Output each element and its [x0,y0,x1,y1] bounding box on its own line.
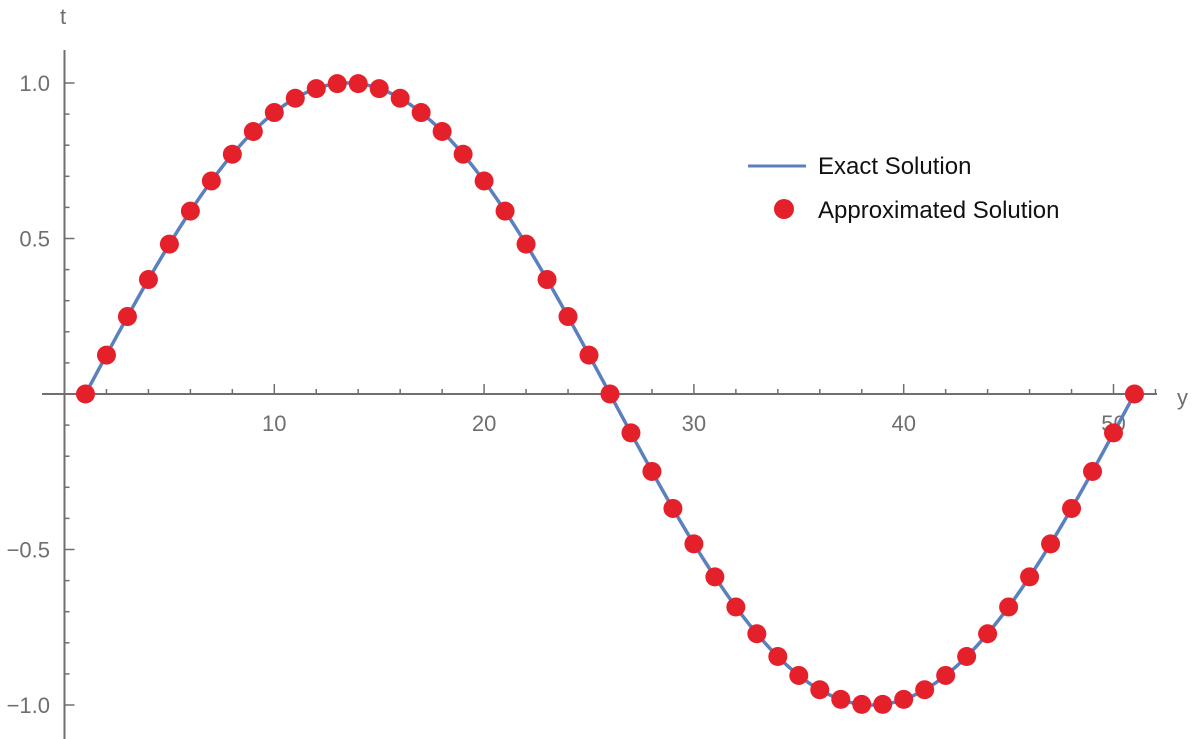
legend-label-exact: Exact Solution [818,153,971,180]
approx-point [75,384,95,404]
approx-point [936,665,956,685]
approx-point [1083,461,1103,481]
y-tick-label: −1.0 [7,693,50,718]
approx-point [810,680,830,700]
series-layer [75,74,1144,714]
approx-point [894,689,914,709]
ticks: 1020304050−1.0−0.50.51.0 [7,71,1157,718]
legend: Exact Solution Approximated Solution [748,153,1059,224]
approx-point [474,171,494,191]
approx-point [117,307,137,327]
x-tick-label: 30 [682,411,706,436]
approx-point [768,646,788,666]
x-axis-title: y [1177,385,1188,410]
axes [42,50,1157,739]
approx-point [264,103,284,123]
approx-point [1062,498,1082,518]
approx-point [915,680,935,700]
y-tick-label: −0.5 [7,538,50,563]
approx-point [516,234,536,254]
approx-point [159,234,179,254]
approx-point [285,88,305,108]
approx-point [621,423,641,443]
approx-point [684,534,704,554]
approx-point [1041,534,1061,554]
approx-point [747,624,767,644]
approx-point [558,307,578,327]
approx-point [453,144,473,164]
approx-point [663,498,683,518]
approx-point [873,694,893,714]
approx-point [789,665,809,685]
approx-point [348,74,368,94]
approx-point [999,597,1019,617]
approx-point [1104,423,1123,443]
approx-point [222,144,242,164]
approx-point [201,171,221,191]
approx-point [852,694,872,714]
x-tick-label: 40 [891,411,915,436]
legend-label-approx: Approximated Solution [818,197,1059,224]
y-tick-label: 0.5 [19,227,50,252]
x-tick-label: 10 [262,411,286,436]
approx-point [411,103,431,123]
approx-point [957,646,977,666]
approx-point [432,122,452,142]
approx-point [138,270,158,290]
approx-point [705,567,725,587]
approx-point [306,79,326,99]
approx-point [831,689,851,709]
approx-point [1020,567,1040,587]
approx-point [726,597,746,617]
x-tick-label: 20 [472,411,496,436]
approx-point [579,345,599,365]
approx-point [180,201,200,221]
legend-dot-swatch [774,199,794,219]
approx-point [243,122,263,142]
approx-point [537,270,557,290]
approx-point [978,624,998,644]
y-axis-title: t [60,4,66,29]
approx-point [642,461,662,481]
y-tick-label: 1.0 [19,71,50,96]
approx-point [390,88,410,108]
approx-point [1124,384,1144,404]
approx-point [495,201,515,221]
approx-point [327,74,347,94]
approx-point [369,79,389,99]
approx-point [600,384,620,404]
approx-point [96,345,116,365]
